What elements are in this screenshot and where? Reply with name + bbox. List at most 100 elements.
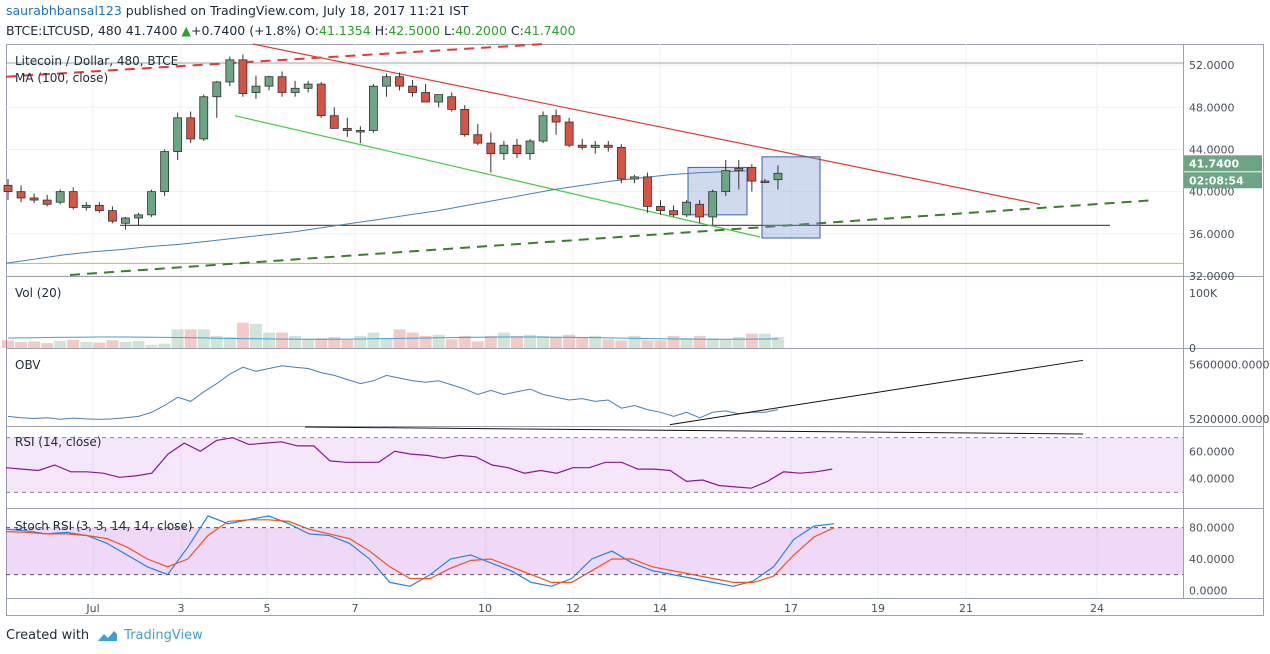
candle-body [577, 144, 587, 148]
symbol-label: BTCE:LTCUSD, 480 [6, 23, 122, 38]
candle [499, 141, 509, 160]
volume-bar [263, 332, 275, 348]
candle [747, 164, 757, 192]
candle-body [121, 217, 130, 224]
time-tick-label: 19 [871, 602, 885, 615]
candle-body [395, 76, 404, 87]
volume-bar [524, 334, 536, 348]
candle-body [551, 115, 561, 123]
volume-bar [654, 340, 667, 348]
candle-body [695, 203, 705, 218]
price-change: +0.7400 (+1.8%) [191, 23, 302, 38]
candle-body [643, 176, 652, 207]
candle-body [108, 210, 117, 222]
candle-body [708, 191, 718, 218]
volume-bar [563, 334, 576, 348]
stoch-k-line [5, 515, 835, 587]
time-tick-label: 21 [959, 602, 973, 615]
candle-body [329, 115, 339, 129]
volume-bar [537, 335, 550, 348]
candle-body [173, 117, 183, 152]
cloud-icon [98, 630, 118, 641]
candle-body [134, 214, 143, 219]
tradingview-brand-text: TradingView [124, 628, 203, 643]
candle-body [225, 59, 235, 83]
volume-bar [719, 339, 732, 348]
tradingview-logo[interactable]: TradingView [95, 628, 203, 643]
candle [669, 205, 678, 217]
volume-bar [276, 332, 289, 348]
volume-bar [628, 335, 641, 348]
volume-bar [706, 338, 719, 348]
candle [329, 107, 339, 129]
close-value: 41.7400 [523, 23, 576, 38]
volume-bar [602, 339, 615, 348]
candle [147, 189, 156, 217]
candle-body [303, 83, 313, 89]
price-tick-label: 32.0000 [1189, 270, 1235, 283]
volume-bar [80, 341, 93, 348]
volume-bar [550, 337, 563, 348]
candle [603, 141, 613, 152]
candle [238, 54, 248, 97]
countdown-tag [1184, 172, 1262, 189]
author-link[interactable]: saurabhbansal123 [6, 3, 122, 18]
candle [303, 80, 313, 93]
stoch-tick-label: 80.0000 [1189, 522, 1235, 535]
obv-tick-label: 5200000.0000 [1189, 413, 1269, 426]
stoch-tick-label: 0.0000 [1189, 584, 1228, 597]
candle-body [68, 191, 78, 208]
rising-dashed-trendline [69, 199, 1156, 276]
volume-bar [589, 335, 602, 348]
candle-body [316, 83, 326, 117]
candle [551, 109, 561, 135]
candle-body [564, 121, 574, 146]
candle-body [486, 142, 496, 155]
candle-body [760, 180, 770, 183]
created-with-text: Created with [6, 628, 90, 643]
last-price: 41.7400 [125, 23, 178, 38]
time-tick-label: 3 [178, 602, 185, 615]
candle [473, 124, 483, 146]
volume-bar [15, 341, 28, 348]
panes [6, 44, 1263, 599]
candle [421, 84, 431, 103]
time-tick-label: Jul [85, 602, 99, 615]
candle-body [473, 134, 483, 144]
candle-body [186, 117, 196, 140]
candle [121, 216, 130, 230]
candle [460, 105, 470, 137]
candle-body [734, 168, 744, 171]
volume-bar [693, 335, 706, 348]
candle-body [408, 85, 417, 93]
price-tick-label: 48.0000 [1189, 101, 1235, 114]
time-tick-label: 17 [784, 602, 798, 615]
volume-bar [158, 343, 171, 348]
candle-body [238, 59, 248, 94]
candle-body [290, 87, 300, 93]
volume-bar [745, 333, 758, 348]
upper-dashed-trendline [5, 43, 546, 78]
volume-bar [67, 339, 80, 348]
candle-body [29, 197, 39, 201]
candle [264, 75, 274, 91]
price-tick-label: 36.0000 [1189, 228, 1235, 241]
volume-bar [758, 333, 771, 348]
candle-body [656, 205, 665, 212]
candle [173, 112, 183, 160]
candle [368, 84, 378, 133]
candle-body [81, 204, 91, 208]
volume-bar [223, 337, 236, 348]
volume-bar [171, 329, 184, 348]
obv-trendline [669, 359, 1084, 426]
volume-bar [28, 341, 41, 348]
volume-bar [132, 340, 145, 348]
volume-bar [236, 322, 249, 348]
volume-bar [771, 337, 784, 348]
pane-frames [6, 44, 1264, 616]
candle [760, 178, 770, 184]
rsi-tick-label: 60.0000 [1189, 445, 1235, 458]
volume-tick-label: 100K [1189, 287, 1218, 300]
candle [290, 80, 300, 97]
